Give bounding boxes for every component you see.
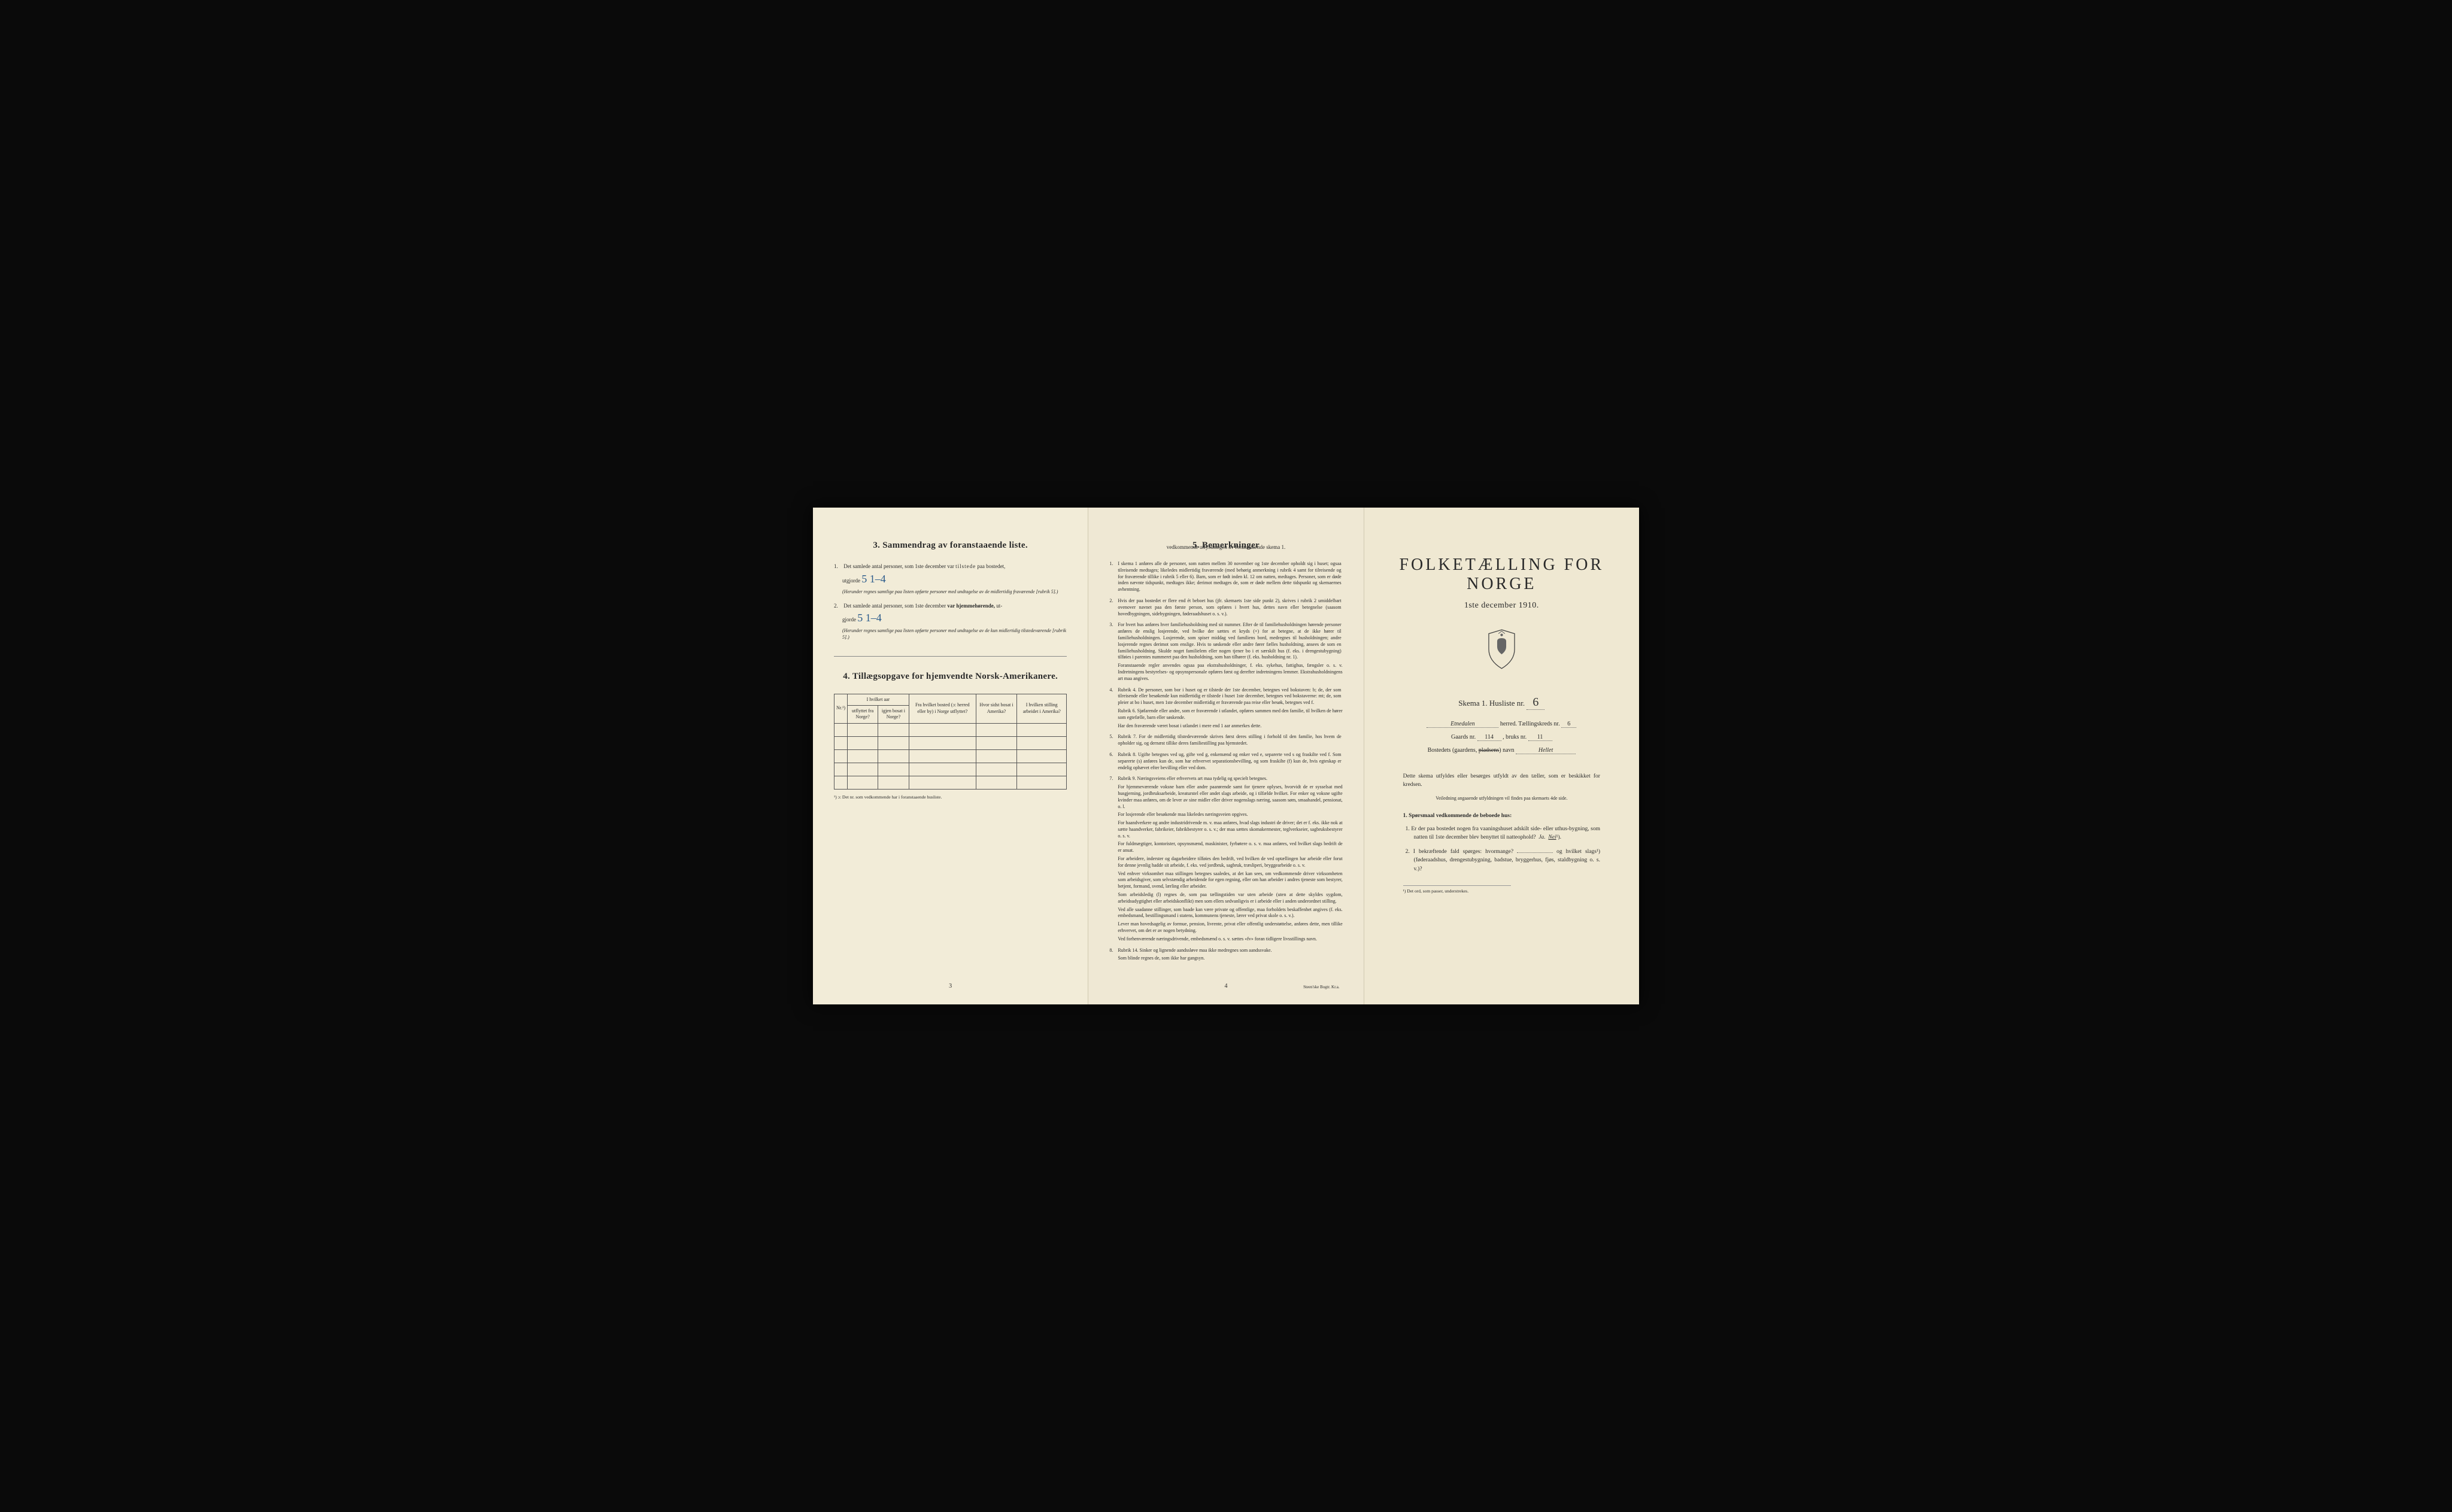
remark-2: Hvis der paa bostedet er flere end ét be… bbox=[1118, 598, 1341, 617]
q-header: 1. Spørsmaal vedkommende de beboede hus: bbox=[1403, 813, 1600, 819]
main-title: FOLKETÆLLING FOR NORGE bbox=[1385, 555, 1618, 594]
remark-7: Rubrik 9. Næringsveiens eller erhvervets… bbox=[1118, 776, 1341, 782]
answer-nei: Nei bbox=[1548, 834, 1556, 840]
page-middle: 5. Bemerkninger vedkommende utfyldningen… bbox=[1088, 508, 1364, 1004]
remark-8: Rubrik 14. Sinker og lignende aandssløve… bbox=[1118, 948, 1341, 954]
item2-note: (Herunder regnes samtlige paa listen opf… bbox=[842, 627, 1067, 640]
table-footnote: ¹) ɔ: Det nr. som vedkommende har i fora… bbox=[834, 794, 1067, 800]
section-3-title: 3. Sammendrag av foranstaaende liste. bbox=[834, 541, 1067, 551]
question-1: 1. Er der paa bostedet nogen fra vaaning… bbox=[1414, 825, 1600, 842]
remark-7c: For losjerende eller besøkende maa likel… bbox=[1118, 812, 1342, 818]
document-spread: 3. Sammendrag av foranstaaende liste. 1.… bbox=[813, 508, 1639, 1004]
remark-6: Rubrik 8. Ugifte betegnes ved ug, gifte … bbox=[1118, 752, 1341, 771]
gaards-line: Gaards nr. 114 , bruks nr. 11 bbox=[1385, 734, 1618, 741]
page-number: 3 bbox=[813, 983, 1088, 989]
gaards-nr: 114 bbox=[1477, 734, 1501, 741]
remark-4b: Rubrik 6. Sjøfarende eller andre, som er… bbox=[1118, 708, 1342, 721]
table-row bbox=[834, 763, 1067, 776]
remark-1: I skema 1 anføres alle de personer, som … bbox=[1118, 561, 1341, 593]
norsk-amerikaner-table: Nr.¹) I hvilket aar Fra hvilket bosted (… bbox=[834, 694, 1067, 790]
remark-3: For hvert hus anføres hver familiehushol… bbox=[1118, 622, 1341, 661]
th-col5: I hvilken stilling arbeidet i Amerika? bbox=[1017, 694, 1067, 723]
remark-3b: Foranstaaende regler anvendes ogsaa paa … bbox=[1118, 663, 1342, 682]
question-2: 2. I bekræftende fald spørges: hvormange… bbox=[1414, 848, 1600, 873]
instruction-text: Dette skema utfyldes eller besørges utfy… bbox=[1403, 772, 1600, 790]
remark-7k: Ved forhenværende næringsdrivende, embed… bbox=[1118, 936, 1342, 943]
kreds-nr: 6 bbox=[1561, 721, 1576, 728]
remark-7e: For fuldmægtiger, kontorister, opsynsmæn… bbox=[1118, 841, 1342, 854]
remark-7f: For arbeidere, inderster og dagarbeidere… bbox=[1118, 856, 1342, 869]
remark-8b: Som blinde regnes de, som ikke har gangs… bbox=[1118, 955, 1342, 962]
question-block: 1. Spørsmaal vedkommende de beboede hus:… bbox=[1403, 813, 1600, 873]
bosted-name: Hellet bbox=[1516, 747, 1576, 754]
remark-7j: Lever man hovedsagelig av formue, pensio… bbox=[1118, 921, 1342, 934]
section-4-title: 4. Tillægsopgave for hjemvendte Norsk-Am… bbox=[834, 672, 1067, 682]
remark-5: Rubrik 7. For de midlertidig tilstedevær… bbox=[1118, 734, 1341, 747]
page-right: FOLKETÆLLING FOR NORGE 1ste december 191… bbox=[1364, 508, 1639, 1004]
th-col1: utflyttet fra Norge? bbox=[848, 705, 878, 723]
bosted-line: Bostedets (gaardens, pladsens) navn Hell… bbox=[1385, 747, 1618, 754]
th-col4: Hvor sidst bosat i Amerika? bbox=[976, 694, 1016, 723]
instruction-sub: Veiledning angaaende utfyldningen vil fi… bbox=[1385, 796, 1618, 801]
th-group: I hvilket aar bbox=[848, 694, 909, 705]
item-1: 1. Det samlede antal personer, som 1ste … bbox=[834, 563, 1067, 595]
section-5-subtitle: vedkommende utfyldningen av foranstaaend… bbox=[1109, 544, 1342, 550]
herred-line: Etnedalen herred. Tællingskreds nr. 6 bbox=[1385, 721, 1618, 728]
item-2: 2. Det samlede antal personer, som 1ste … bbox=[834, 602, 1067, 641]
coat-of-arms-icon bbox=[1385, 629, 1618, 672]
remark-4: Rubrik 4. De personer, som bor i huset o… bbox=[1118, 687, 1341, 706]
divider bbox=[834, 656, 1067, 657]
item2-handwritten: 5 1–4 bbox=[857, 610, 882, 626]
husliste-nr: 6 bbox=[1527, 696, 1544, 710]
th-col2: igjen bosat i Norge? bbox=[878, 705, 909, 723]
remark-7b: For hjemmeværende voksne barn eller andr… bbox=[1118, 784, 1342, 810]
herred-name: Etnedalen bbox=[1427, 721, 1498, 728]
th-col3: Fra hvilket bosted (ɔ: herred eller by) … bbox=[909, 694, 976, 723]
remark-7d: For haandverkere og andre industridriven… bbox=[1118, 820, 1342, 839]
remark-7i: Ved alle saadanne stillinger, som baade … bbox=[1118, 907, 1342, 920]
table-row bbox=[834, 723, 1067, 736]
th-nr: Nr.¹) bbox=[834, 694, 848, 723]
footnote: ¹) Det ord, som passer, understrekes. bbox=[1403, 885, 1511, 894]
printer-imprint: Steen'ske Bogtr. Kr.a. bbox=[1303, 985, 1340, 989]
item1-note: (Herunder regnes samtlige paa listen opf… bbox=[842, 588, 1067, 595]
remarks-list: 1.I skema 1 anføres alle de personer, so… bbox=[1109, 561, 1342, 962]
table-row bbox=[834, 776, 1067, 789]
table-row bbox=[834, 749, 1067, 763]
remark-4c: Har den fraværende været bosat i utlande… bbox=[1118, 723, 1342, 730]
item1-handwritten: 5 1–4 bbox=[861, 571, 886, 587]
remark-7g: Ved enhver virksomhet maa stillingen bet… bbox=[1118, 871, 1342, 890]
subtitle: 1ste december 1910. bbox=[1385, 601, 1618, 611]
page-left: 3. Sammendrag av foranstaaende liste. 1.… bbox=[813, 508, 1088, 1004]
table-row bbox=[834, 736, 1067, 749]
remark-7h: Som arbeidsledig (l) regnes de, som paa … bbox=[1118, 892, 1342, 905]
skema-line: Skema 1. Husliste nr. 6 bbox=[1385, 696, 1618, 710]
bruks-nr: 11 bbox=[1528, 734, 1552, 741]
